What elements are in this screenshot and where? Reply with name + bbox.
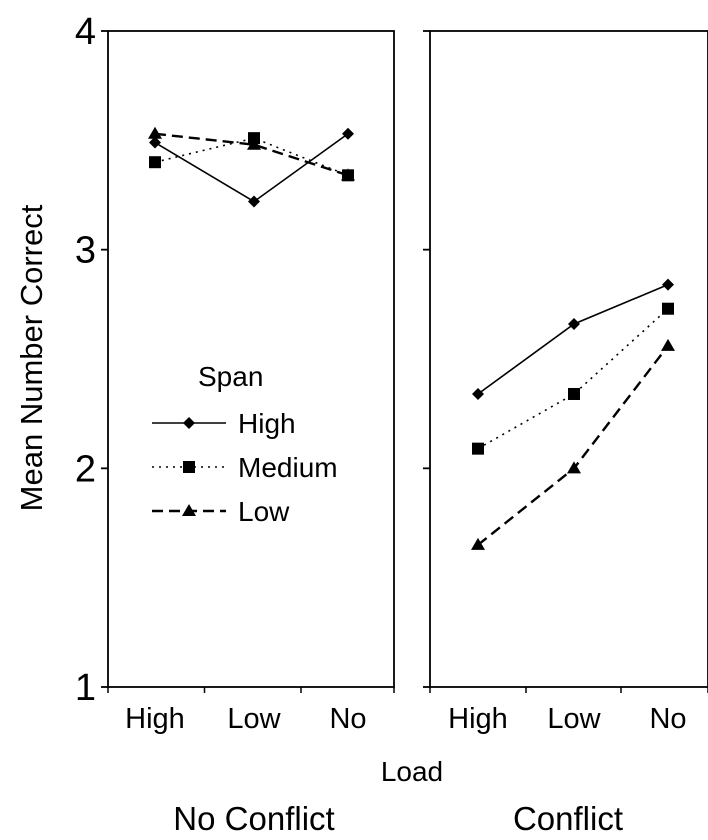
legend-entry-low: Low bbox=[152, 496, 290, 527]
y-tick-label: 3 bbox=[75, 230, 96, 272]
series-line bbox=[477, 345, 669, 546]
legend-title: Span bbox=[198, 361, 263, 392]
x-tick-label: No bbox=[649, 703, 686, 735]
panel-frame bbox=[107, 30, 395, 688]
series-line bbox=[477, 283, 669, 395]
legend-marker bbox=[183, 417, 195, 429]
legend-marker bbox=[183, 461, 195, 473]
data-point bbox=[567, 461, 581, 474]
y-tick-label: 1 bbox=[75, 667, 96, 709]
legend-label: Medium bbox=[238, 452, 338, 483]
data-point bbox=[472, 442, 484, 455]
series-line bbox=[477, 308, 669, 450]
legend-label: Low bbox=[238, 496, 290, 527]
x-tick-label: Low bbox=[227, 703, 281, 735]
data-point bbox=[472, 387, 484, 400]
legend: Span High Medium Low bbox=[152, 361, 338, 527]
data-point bbox=[248, 195, 260, 208]
data-point bbox=[662, 278, 674, 291]
series-line bbox=[154, 137, 349, 177]
panel-conflict: High Low No Conflict bbox=[423, 30, 708, 837]
legend-entry-high: High bbox=[152, 408, 296, 439]
data-point bbox=[149, 156, 161, 169]
series-low bbox=[148, 126, 355, 181]
data-point bbox=[662, 302, 674, 315]
x-tick-label: No bbox=[329, 703, 366, 735]
data-point bbox=[661, 338, 675, 351]
data-point bbox=[341, 168, 355, 181]
panel-frame bbox=[429, 30, 708, 688]
x-tick-label: Low bbox=[547, 703, 601, 735]
series-low bbox=[471, 338, 675, 550]
data-point bbox=[342, 127, 354, 140]
series-high bbox=[149, 127, 354, 208]
panel-title: Conflict bbox=[513, 800, 623, 837]
data-point bbox=[568, 318, 580, 331]
series-high bbox=[472, 278, 674, 400]
x-tick-label: High bbox=[448, 703, 508, 735]
x-axis-label: Load bbox=[381, 756, 443, 787]
data-point bbox=[568, 387, 580, 400]
panel-title: No Conflict bbox=[173, 800, 334, 837]
y-axis-label: Mean Number Correct bbox=[14, 204, 49, 511]
x-tick-label: High bbox=[125, 703, 185, 735]
y-tick-label: 2 bbox=[75, 448, 96, 490]
y-tick-label: 4 bbox=[75, 11, 96, 53]
legend-entry-medium: Medium bbox=[152, 452, 338, 483]
data-point bbox=[247, 137, 261, 150]
data-point bbox=[471, 537, 485, 550]
data-point bbox=[149, 136, 161, 149]
panels-layer: 1 2 3 4 High Low No No Conflict High Low No Conflic… bbox=[75, 11, 708, 837]
series-medium bbox=[472, 302, 674, 455]
panel-no-conflict: 1 2 3 4 High Low No No Conflict bbox=[75, 11, 395, 837]
data-point bbox=[148, 126, 162, 139]
legend-marker bbox=[182, 504, 196, 516]
legend-label: High bbox=[238, 408, 296, 439]
